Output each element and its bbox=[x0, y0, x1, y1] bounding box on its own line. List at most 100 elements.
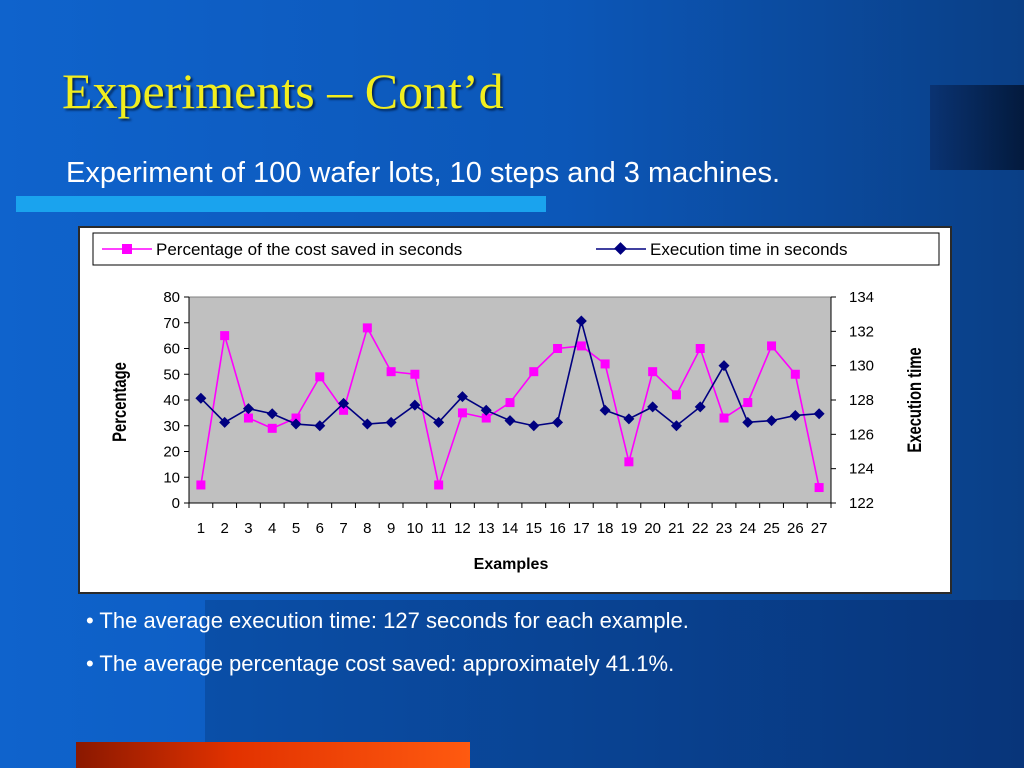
point-percentage bbox=[790, 369, 800, 379]
point-execution-time bbox=[552, 416, 564, 428]
x-tick-label: 27 bbox=[811, 520, 828, 537]
x-tick-label: 10 bbox=[407, 520, 424, 537]
point-execution-time bbox=[789, 409, 801, 421]
point-execution-time bbox=[623, 413, 635, 425]
y-axis-title: Percentage bbox=[109, 362, 130, 442]
x-tick-label: 14 bbox=[502, 520, 519, 537]
point-execution-time bbox=[694, 401, 706, 413]
point-percentage bbox=[410, 369, 420, 379]
decorative-bottom-bar bbox=[76, 742, 470, 768]
accent-bar bbox=[16, 196, 546, 212]
point-percentage bbox=[196, 480, 206, 490]
right-tick-label: 126 bbox=[849, 426, 874, 443]
right-tick-label: 122 bbox=[849, 495, 874, 512]
line-chart: Percentage of the cost saved in seconds … bbox=[92, 232, 940, 573]
point-percentage bbox=[434, 480, 444, 490]
point-percentage bbox=[362, 323, 372, 333]
legend-label-execution: Execution time in seconds bbox=[650, 240, 848, 259]
legend-label-percentage: Percentage of the cost saved in seconds bbox=[156, 240, 462, 259]
left-tick-label: 60 bbox=[163, 341, 180, 358]
point-percentage bbox=[243, 413, 253, 423]
point-execution-time bbox=[314, 420, 326, 432]
x-tick-label: 16 bbox=[549, 520, 566, 537]
point-execution-time bbox=[242, 403, 254, 415]
point-percentage bbox=[457, 408, 467, 418]
point-execution-time bbox=[813, 408, 825, 420]
point-percentage bbox=[553, 344, 563, 353]
bullet-average-cost-saved: • The average percentage cost saved: app… bbox=[86, 651, 675, 676]
x-tick-label: 24 bbox=[739, 520, 756, 537]
decorative-dark-block bbox=[930, 85, 1024, 170]
x-tick-label: 22 bbox=[692, 520, 709, 537]
point-execution-time bbox=[409, 399, 421, 411]
left-tick-label: 40 bbox=[163, 392, 180, 409]
slide-subtitle: Experiment of 100 wafer lots, 10 steps a… bbox=[66, 157, 781, 189]
point-percentage bbox=[220, 331, 230, 341]
left-tick-label: 10 bbox=[163, 469, 180, 486]
right-tick-label: 128 bbox=[849, 392, 874, 409]
left-axis: 0 10 20 30 40 50 60 70 80 bbox=[163, 289, 190, 512]
point-percentage bbox=[505, 398, 515, 408]
x-axis: 1 2 3 4 5 6 7 8 9 10 11 12 13 14 15 16 17 18 19 20 21 22 23 24 2… bbox=[188, 502, 832, 537]
point-percentage bbox=[386, 367, 396, 377]
point-execution-time bbox=[338, 397, 350, 409]
point-execution-time bbox=[433, 416, 445, 428]
left-tick-label: 0 bbox=[172, 495, 180, 512]
left-tick-label: 70 bbox=[163, 315, 180, 332]
point-execution-time bbox=[361, 418, 373, 430]
point-percentage bbox=[576, 341, 586, 351]
decorative-dark-panel bbox=[205, 600, 1024, 768]
point-execution-time bbox=[219, 416, 231, 428]
point-execution-time bbox=[718, 360, 730, 372]
point-execution-time bbox=[385, 416, 397, 428]
point-execution-time bbox=[195, 392, 207, 404]
x-tick-label: 20 bbox=[644, 520, 661, 537]
bullet-average-execution-time: • The average execution time: 127 second… bbox=[86, 608, 689, 633]
point-percentage bbox=[814, 483, 824, 493]
point-percentage bbox=[695, 344, 705, 353]
point-percentage bbox=[624, 457, 634, 467]
legend-marker-percentage bbox=[122, 244, 132, 254]
point-percentage bbox=[743, 398, 753, 408]
left-tick-label: 80 bbox=[163, 289, 180, 306]
chart-container: Percentage of the cost saved in seconds … bbox=[78, 226, 952, 594]
point-percentage bbox=[291, 413, 301, 423]
x-tick-label: 4 bbox=[268, 520, 276, 537]
point-percentage bbox=[481, 413, 491, 423]
point-percentage bbox=[267, 423, 277, 433]
right-tick-label: 134 bbox=[849, 289, 874, 306]
x-tick-label: 21 bbox=[668, 520, 685, 537]
point-execution-time bbox=[266, 408, 278, 420]
x-tick-label: 6 bbox=[316, 520, 324, 537]
x-tick-label: 13 bbox=[478, 520, 495, 537]
x-tick-label: 11 bbox=[431, 520, 447, 537]
point-execution-time bbox=[742, 416, 754, 428]
y2-axis-title: Execution time bbox=[904, 347, 925, 452]
left-tick-label: 20 bbox=[163, 444, 180, 461]
x-tick-label: 23 bbox=[716, 520, 733, 537]
point-percentage bbox=[719, 413, 729, 423]
right-tick-label: 132 bbox=[849, 323, 874, 340]
x-tick-label: 17 bbox=[573, 520, 590, 537]
point-execution-time bbox=[599, 404, 611, 416]
x-tick-label: 2 bbox=[220, 520, 228, 537]
series-layer bbox=[195, 315, 825, 493]
bullet-list: • The average execution time: 127 second… bbox=[86, 608, 689, 694]
x-tick-label: 12 bbox=[454, 520, 471, 537]
legend-box bbox=[92, 232, 940, 266]
point-execution-time bbox=[766, 415, 778, 427]
point-execution-time bbox=[575, 315, 587, 327]
x-axis-title: Examples bbox=[474, 556, 549, 573]
right-tick-label: 124 bbox=[849, 461, 874, 478]
slide-title: Experiments – Cont’d bbox=[62, 63, 504, 119]
point-percentage bbox=[648, 367, 658, 377]
point-percentage bbox=[671, 390, 681, 400]
x-tick-label: 1 bbox=[197, 520, 205, 537]
x-tick-label: 9 bbox=[387, 520, 395, 537]
x-tick-label: 18 bbox=[597, 520, 614, 537]
x-tick-label: 8 bbox=[363, 520, 371, 537]
x-tick-label: 15 bbox=[525, 520, 542, 537]
right-axis: 122 124 126 128 130 132 134 bbox=[830, 289, 874, 512]
x-tick-label: 7 bbox=[339, 520, 347, 537]
x-tick-label: 3 bbox=[244, 520, 252, 537]
